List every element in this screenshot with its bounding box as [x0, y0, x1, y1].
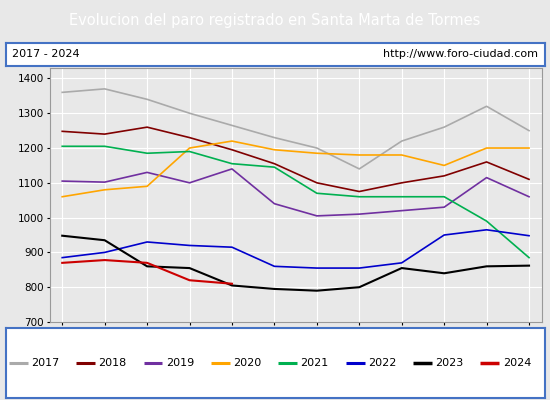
Text: 2021: 2021 [301, 358, 329, 368]
Text: 2017: 2017 [31, 358, 59, 368]
Text: Evolucion del paro registrado en Santa Marta de Tormes: Evolucion del paro registrado en Santa M… [69, 14, 481, 28]
Text: 2018: 2018 [98, 358, 127, 368]
Text: 2022: 2022 [368, 358, 397, 368]
Text: http://www.foro-ciudad.com: http://www.foro-ciudad.com [383, 49, 538, 59]
Text: 2024: 2024 [503, 358, 531, 368]
Text: 2023: 2023 [436, 358, 464, 368]
Text: 2020: 2020 [233, 358, 261, 368]
Text: 2017 - 2024: 2017 - 2024 [12, 49, 80, 59]
Text: 2019: 2019 [166, 358, 194, 368]
